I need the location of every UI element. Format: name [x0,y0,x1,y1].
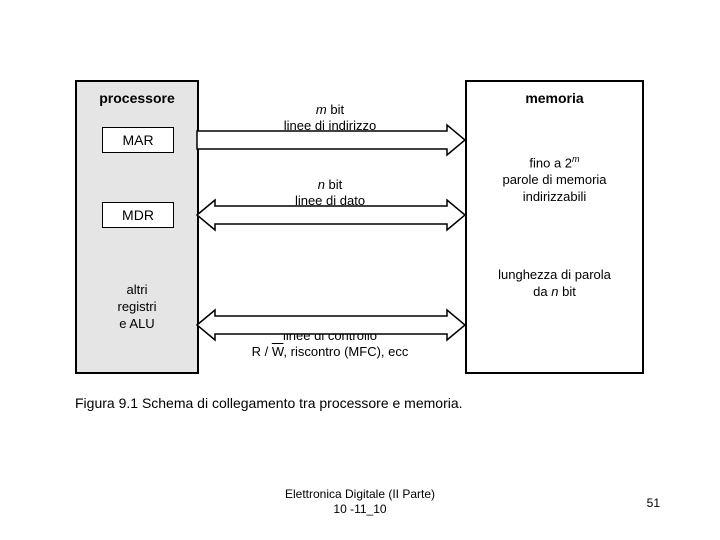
page-number: 51 [647,496,660,510]
memory-title: memoria [467,82,642,106]
mdr-register: MDR [102,202,174,228]
memory-wordlen-text: lunghezza di parolada n bit [467,267,642,301]
footer-center: Elettronica Digitale (II Parte)10 -11_10 [0,487,720,518]
address-bus-label: m bitlinee di indirizzo [200,102,460,135]
processor-other-text: altriregistrie ALU [77,282,197,333]
memory-capacity-text: fino a 2mparole di memoriaindirizzabili [467,154,642,206]
processor-box: processore MAR MDR altriregistrie ALU [75,80,199,374]
control-bus-label: linee di controlloR / W, riscontro (MFC)… [200,328,460,361]
processor-title: processore [77,82,197,106]
memory-box: memoria fino a 2mparole di memoriaindiri… [465,80,644,374]
diagram: processore MAR MDR altriregistrie ALU me… [75,80,645,370]
mar-register: MAR [102,127,174,153]
data-bus-label: n bitlinee di dato [200,177,460,210]
figure-caption: Figura 9.1 Schema di collegamento tra pr… [75,395,463,411]
